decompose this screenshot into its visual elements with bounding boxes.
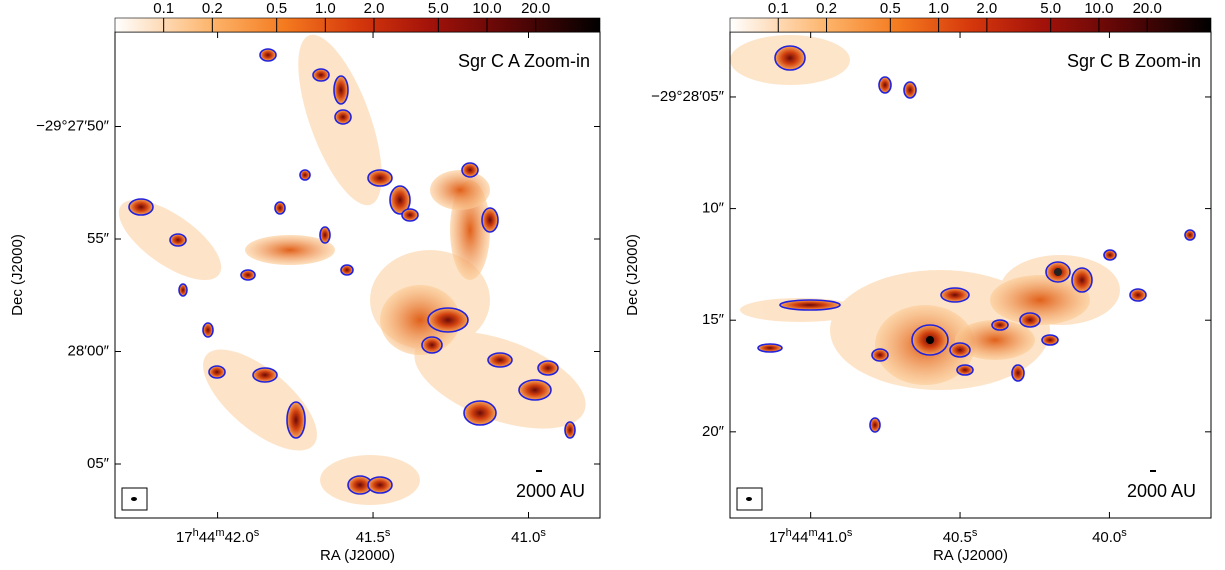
y-tick-label: 05″ xyxy=(87,455,110,472)
colorbar-tick-label: 5.0 xyxy=(1040,0,1061,17)
x-tick-label-part: 17 xyxy=(176,529,193,546)
colorbar-tick-label: 5.0 xyxy=(428,0,449,17)
scale-bar-label: 2000 AU xyxy=(516,481,585,501)
x-tick-label-part: h xyxy=(786,527,792,539)
colorbar-tick-label: 20.0 xyxy=(521,0,550,17)
x-tick-label-part: 42.0 xyxy=(225,529,254,546)
x-tick-label-part: h xyxy=(193,527,199,539)
x-tick-label-part: 41.5 xyxy=(356,529,385,546)
y-tick-label: −29°28′05″ xyxy=(651,88,725,105)
colorbar-tick-label: 0.2 xyxy=(816,0,837,17)
x-tick-label-part: s xyxy=(540,527,546,539)
colorbar-tick-label: 0.5 xyxy=(266,0,287,17)
colorbar-tick-label: 2.0 xyxy=(364,0,385,17)
x-tick-label-part: s xyxy=(254,527,260,539)
panel-label: Sgr C A Zoom-in xyxy=(458,51,590,71)
colorbar-tick-label: 10.0 xyxy=(472,0,501,17)
y-tick-label: 28′00″ xyxy=(68,342,110,359)
x-tick-label: 41.0s xyxy=(511,527,546,546)
scale-bar-label: 2000 AU xyxy=(1127,481,1196,501)
colorbar-tick-label: 0.2 xyxy=(202,0,223,17)
x-tick-label-part: 44 xyxy=(199,529,216,546)
x-tick-label-part: 40.0 xyxy=(1092,529,1121,546)
colorbar xyxy=(729,17,1212,33)
x-tick-label-part: 44 xyxy=(792,529,809,546)
colorbar xyxy=(114,17,601,33)
colorbar-tick-label: 0.5 xyxy=(880,0,901,17)
colorbar-tick-label: 0.1 xyxy=(153,0,174,17)
x-tick-label: 41.5s xyxy=(356,527,391,546)
x-tick-label-part: 17 xyxy=(769,529,786,546)
x-tick-label-part: 41.0 xyxy=(511,529,540,546)
colorbar-tick-label: 0.1 xyxy=(768,0,789,17)
x-tick-label: 40.0s xyxy=(1092,527,1127,546)
panel-b-image xyxy=(730,35,1196,433)
beams xyxy=(121,470,1156,511)
x-tick-label-part: s xyxy=(385,527,391,539)
x-tick-label-part: m xyxy=(808,527,817,539)
x-tick-label: 17h44m41.0s xyxy=(769,527,853,546)
x-tick-label-part: 40.5 xyxy=(943,529,972,546)
y-tick-label: 10″ xyxy=(702,200,725,217)
x-tick-label: 40.5s xyxy=(943,527,978,546)
x-tick-label: 17h44m42.0s xyxy=(176,527,260,546)
x-tick-label-part: s xyxy=(972,527,978,539)
x-axis-title: RA (J2000) xyxy=(933,547,1008,564)
y-tick-label: 55″ xyxy=(87,230,110,247)
colorbar-tick-label: 20.0 xyxy=(1133,0,1162,17)
x-tick-label-part: s xyxy=(847,527,853,539)
panel-a-image xyxy=(118,34,586,505)
x-tick-label-part: m xyxy=(215,527,224,539)
colorbar-tick-label: 1.0 xyxy=(315,0,336,17)
colorbar-tick-label: 1.0 xyxy=(928,0,949,17)
y-tick-label: 15″ xyxy=(702,311,725,328)
x-axis-title: RA (J2000) xyxy=(320,547,395,564)
y-axis-title: Dec (J2000) xyxy=(9,234,26,316)
x-tick-label-part: 41.0 xyxy=(818,529,847,546)
colorbar-tick-label: 2.0 xyxy=(976,0,997,17)
panel-label: Sgr C B Zoom-in xyxy=(1067,51,1201,71)
y-axis-title: Dec (J2000) xyxy=(624,234,641,316)
y-tick-label: −29°27′50″ xyxy=(36,117,110,134)
y-tick-label: 20″ xyxy=(702,423,725,440)
colorbar-tick-label: 10.0 xyxy=(1084,0,1113,17)
x-tick-label-part: s xyxy=(1121,527,1127,539)
